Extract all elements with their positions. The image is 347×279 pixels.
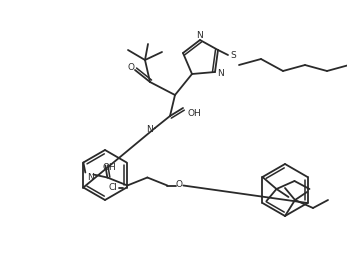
- Text: S: S: [230, 50, 236, 59]
- Text: Cl: Cl: [108, 183, 117, 192]
- Text: N: N: [87, 173, 94, 182]
- Text: N: N: [197, 30, 203, 40]
- Text: N: N: [147, 126, 153, 134]
- Text: OH: OH: [102, 163, 116, 172]
- Text: OH: OH: [188, 109, 202, 117]
- Text: O: O: [176, 180, 183, 189]
- Text: O: O: [127, 64, 135, 73]
- Text: N: N: [218, 69, 225, 78]
